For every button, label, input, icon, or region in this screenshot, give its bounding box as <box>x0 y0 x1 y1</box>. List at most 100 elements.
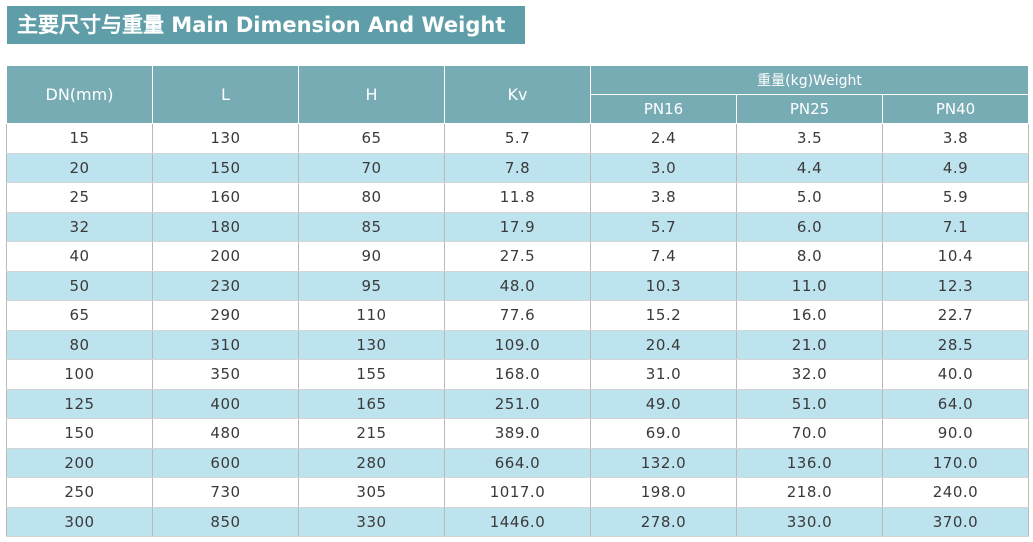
table-row: 40 200 90 27.5 7.4 8.0 10.4 <box>6 241 1029 272</box>
cell-l: 480 <box>152 418 299 449</box>
cell-pn25: 5.0 <box>736 182 883 213</box>
cell-kv: 7.8 <box>444 153 591 183</box>
cell-pn40: 10.4 <box>882 241 1029 272</box>
table-row: 65 290 110 77.6 15.2 16.0 22.7 <box>6 300 1029 331</box>
cell-l: 400 <box>152 389 299 419</box>
cell-h: 280 <box>298 448 445 478</box>
cell-dn: 250 <box>6 477 153 508</box>
cell-pn40: 64.0 <box>882 389 1029 419</box>
cell-dn: 80 <box>6 330 153 360</box>
cell-pn40: 240.0 <box>882 477 1029 508</box>
cell-pn40: 7.1 <box>882 212 1029 242</box>
cell-pn16: 3.0 <box>590 153 737 183</box>
cell-kv: 17.9 <box>444 212 591 242</box>
cell-l: 200 <box>152 241 299 272</box>
cell-dn: 15 <box>6 123 153 154</box>
cell-h: 155 <box>298 359 445 390</box>
cell-kv: 664.0 <box>444 448 591 478</box>
cell-l: 310 <box>152 330 299 360</box>
cell-dn: 65 <box>6 300 153 331</box>
cell-pn40: 22.7 <box>882 300 1029 331</box>
cell-pn25: 21.0 <box>736 330 883 360</box>
header-h: H <box>298 65 445 124</box>
header-pn16: PN16 <box>590 94 737 124</box>
header-pn40: PN40 <box>882 94 1029 124</box>
cell-l: 350 <box>152 359 299 390</box>
cell-kv: 168.0 <box>444 359 591 390</box>
cell-pn16: 278.0 <box>590 507 737 537</box>
cell-pn25: 51.0 <box>736 389 883 419</box>
header-kv: Kv <box>444 65 591 124</box>
cell-h: 95 <box>298 271 445 301</box>
cell-h: 330 <box>298 507 445 537</box>
cell-pn40: 370.0 <box>882 507 1029 537</box>
cell-h: 80 <box>298 182 445 213</box>
table-row: 250 730 305 1017.0 198.0 218.0 240.0 <box>6 477 1029 508</box>
cell-l: 130 <box>152 123 299 154</box>
cell-kv: 1446.0 <box>444 507 591 537</box>
table-row: 150 480 215 389.0 69.0 70.0 90.0 <box>6 418 1029 449</box>
cell-kv: 5.7 <box>444 123 591 154</box>
cell-dn: 300 <box>6 507 153 537</box>
cell-h: 305 <box>298 477 445 508</box>
cell-pn25: 32.0 <box>736 359 883 390</box>
cell-l: 160 <box>152 182 299 213</box>
cell-pn25: 70.0 <box>736 418 883 449</box>
cell-pn25: 4.4 <box>736 153 883 183</box>
table-body: 15 130 65 5.7 2.4 3.5 3.8 20 150 70 7.8 3.0 4.4 4.9 25… <box>6 123 1029 537</box>
cell-pn25: 6.0 <box>736 212 883 242</box>
cell-pn16: 5.7 <box>590 212 737 242</box>
cell-pn16: 10.3 <box>590 271 737 301</box>
cell-pn16: 49.0 <box>590 389 737 419</box>
cell-l: 180 <box>152 212 299 242</box>
cell-dn: 50 <box>6 271 153 301</box>
cell-kv: 11.8 <box>444 182 591 213</box>
cell-kv: 27.5 <box>444 241 591 272</box>
cell-pn25: 16.0 <box>736 300 883 331</box>
cell-dn: 200 <box>6 448 153 478</box>
cell-h: 110 <box>298 300 445 331</box>
cell-kv: 109.0 <box>444 330 591 360</box>
cell-pn16: 3.8 <box>590 182 737 213</box>
table-row: 20 150 70 7.8 3.0 4.4 4.9 <box>6 153 1029 183</box>
cell-kv: 1017.0 <box>444 477 591 508</box>
cell-pn40: 90.0 <box>882 418 1029 449</box>
header-dn: DN(mm) <box>6 65 153 124</box>
table-row: 200 600 280 664.0 132.0 136.0 170.0 <box>6 448 1029 478</box>
cell-h: 85 <box>298 212 445 242</box>
table-row: 50 230 95 48.0 10.3 11.0 12.3 <box>6 271 1029 301</box>
cell-h: 165 <box>298 389 445 419</box>
cell-pn16: 132.0 <box>590 448 737 478</box>
cell-h: 215 <box>298 418 445 449</box>
cell-pn40: 28.5 <box>882 330 1029 360</box>
cell-dn: 40 <box>6 241 153 272</box>
cell-pn25: 3.5 <box>736 123 883 154</box>
table-row: 100 350 155 168.0 31.0 32.0 40.0 <box>6 359 1029 390</box>
cell-pn40: 170.0 <box>882 448 1029 478</box>
cell-pn16: 15.2 <box>590 300 737 331</box>
cell-pn40: 5.9 <box>882 182 1029 213</box>
cell-pn16: 69.0 <box>590 418 737 449</box>
cell-dn: 32 <box>6 212 153 242</box>
page-title: 主要尺寸与重量 Main Dimension And Weight <box>7 6 525 44</box>
cell-pn25: 8.0 <box>736 241 883 272</box>
dimension-weight-table: DN(mm) L H Kv 重量(kg)Weight PN16 PN25 PN4… <box>6 65 1029 537</box>
table-row: 32 180 85 17.9 5.7 6.0 7.1 <box>6 212 1029 242</box>
table-row: 300 850 330 1446.0 278.0 330.0 370.0 <box>6 507 1029 537</box>
cell-kv: 389.0 <box>444 418 591 449</box>
cell-l: 850 <box>152 507 299 537</box>
cell-kv: 251.0 <box>444 389 591 419</box>
cell-l: 290 <box>152 300 299 331</box>
header-l: L <box>152 65 299 124</box>
header-pn25: PN25 <box>736 94 883 124</box>
cell-pn40: 40.0 <box>882 359 1029 390</box>
cell-dn: 100 <box>6 359 153 390</box>
cell-pn16: 7.4 <box>590 241 737 272</box>
cell-pn25: 218.0 <box>736 477 883 508</box>
cell-h: 130 <box>298 330 445 360</box>
cell-pn40: 12.3 <box>882 271 1029 301</box>
cell-pn25: 136.0 <box>736 448 883 478</box>
cell-dn: 25 <box>6 182 153 213</box>
cell-pn40: 4.9 <box>882 153 1029 183</box>
header-weight-group: 重量(kg)Weight <box>590 65 1029 95</box>
